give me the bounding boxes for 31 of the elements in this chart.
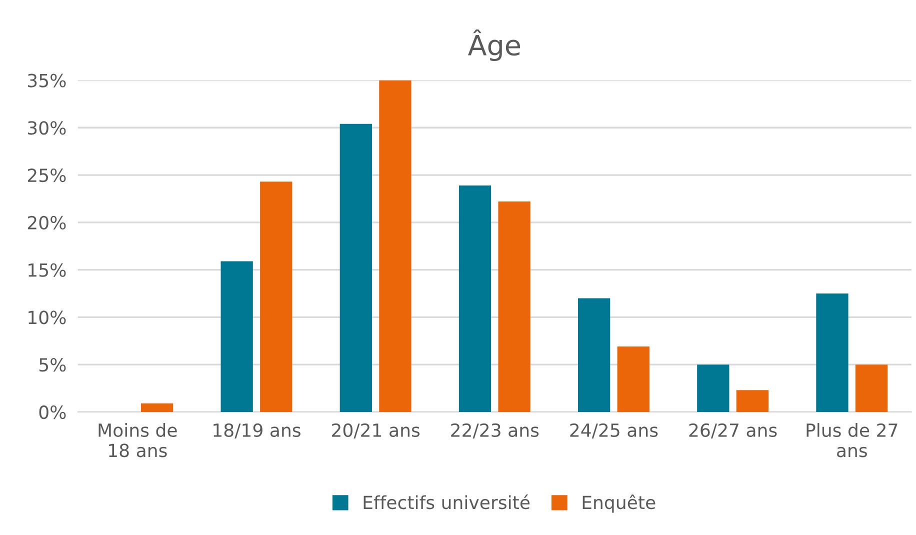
bar	[260, 182, 292, 412]
x-tick-label: 24/25 ans	[570, 423, 658, 438]
x-tick-label: 20/21 ans	[332, 423, 420, 438]
y-tick-label: 30%	[28, 121, 66, 135]
bar	[816, 293, 848, 412]
chart-title: Âge	[468, 30, 520, 62]
y-tick-label: 0%	[39, 405, 66, 420]
bar	[458, 185, 492, 412]
bar	[140, 403, 174, 412]
y-tick-label: 20%	[28, 216, 66, 230]
legend-label: Effectifs université	[364, 494, 530, 510]
x-tick-label: Moins de 18 ans	[98, 423, 177, 458]
bar	[379, 80, 412, 412]
y-tick-label: 15%	[28, 263, 66, 277]
bar	[617, 346, 650, 412]
bar	[855, 364, 888, 412]
y-tick-label: 5%	[40, 358, 66, 372]
bar	[736, 390, 769, 412]
y-tick-label: 25%	[28, 168, 66, 182]
legend-label: Enquête	[582, 494, 656, 513]
y-tick-label: 35%	[28, 74, 66, 88]
x-tick-label: 26/27 ans	[689, 423, 777, 438]
x-tick-label: 22/23 ans	[451, 423, 539, 438]
bar	[340, 124, 372, 412]
x-tick-label: Plus de 27 ans	[806, 423, 898, 458]
bar	[578, 298, 610, 412]
x-tick-label: 18/19 ans	[214, 423, 300, 438]
bar	[498, 202, 530, 412]
y-tick-label: 10%	[28, 310, 66, 324]
bar	[697, 364, 730, 412]
bar	[220, 261, 253, 412]
